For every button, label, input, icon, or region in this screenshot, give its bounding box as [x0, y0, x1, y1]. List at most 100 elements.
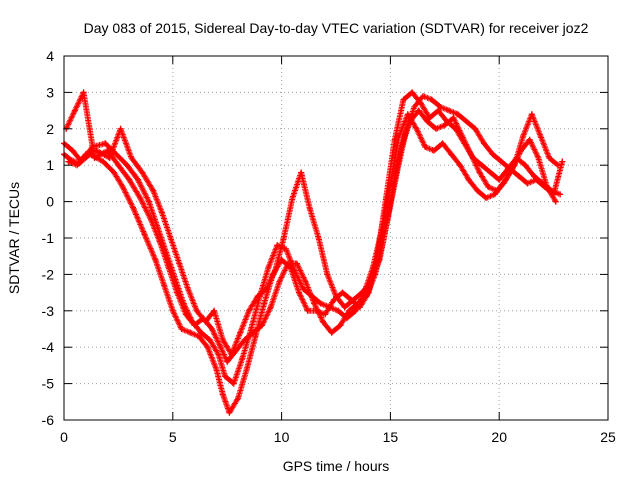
data-point: [522, 162, 529, 169]
data-point: [465, 176, 472, 183]
data-point: [550, 191, 557, 198]
data-point: [411, 103, 418, 110]
data-point: [393, 169, 400, 176]
data-point: [367, 278, 374, 285]
data-point: [531, 173, 538, 180]
data-point: [339, 289, 346, 296]
data-point: [102, 140, 109, 147]
data-point: [80, 89, 87, 96]
data-point: [472, 125, 479, 132]
data-point: [150, 187, 157, 194]
data-point: [448, 151, 455, 158]
marker-trail: [61, 111, 559, 387]
data-point: [261, 300, 268, 307]
data-point: [250, 329, 257, 336]
x-tick-label: 20: [491, 429, 507, 445]
data-point: [422, 144, 429, 150]
data-point: [433, 125, 440, 132]
marker-trail: [63, 89, 561, 365]
data-point: [124, 162, 131, 169]
data-point: [463, 118, 470, 125]
data-point: [211, 307, 218, 314]
data-point: [324, 271, 331, 278]
series-track-1: [61, 89, 564, 416]
data-point: [219, 336, 226, 343]
data-point: [195, 333, 202, 340]
data-point: [319, 318, 326, 325]
data-point: [396, 133, 403, 140]
data-point: [219, 391, 226, 398]
data-point: [400, 96, 407, 103]
data-point: [202, 318, 209, 325]
x-tick-label: 5: [169, 429, 177, 445]
data-point: [489, 151, 496, 158]
data-point: [141, 231, 148, 238]
data-point: [276, 278, 283, 285]
x-tick-label: 25: [600, 429, 616, 445]
data-point: [165, 264, 172, 271]
data-point: [130, 205, 137, 212]
data-point: [337, 322, 344, 329]
data-point: [402, 129, 409, 136]
data-point: [206, 336, 213, 343]
data-point: [65, 158, 72, 165]
data-point: [285, 260, 292, 267]
data-point: [330, 296, 337, 303]
data-point: [187, 329, 194, 336]
data-point: [161, 282, 168, 289]
data-point: [415, 107, 422, 114]
data-point: [483, 194, 490, 201]
data-point: [115, 162, 122, 169]
data-point: [193, 307, 200, 314]
data-point: [346, 307, 353, 314]
data-point: [491, 191, 498, 198]
data-point: [263, 285, 270, 292]
data-point: [376, 256, 383, 263]
data-point: [546, 154, 553, 161]
data-point: [409, 89, 416, 96]
data-point: [420, 93, 427, 100]
data-point: [300, 285, 307, 292]
data-point: [185, 285, 192, 292]
data-point: [306, 205, 313, 212]
data-point: [328, 329, 335, 336]
data-point: [134, 176, 141, 183]
y-tick-label: -1: [42, 230, 55, 246]
x-tick-label: 15: [383, 429, 399, 445]
data-point: [528, 111, 535, 118]
data-point: [502, 176, 509, 183]
data-point: [126, 176, 133, 183]
data-point: [428, 96, 435, 103]
data-point: [113, 151, 120, 158]
data-point: [208, 326, 215, 332]
data-point: [476, 169, 483, 176]
data-point: [100, 158, 107, 165]
y-tick-label: -4: [42, 339, 55, 355]
series-track-3: [63, 89, 561, 365]
data-point: [191, 322, 198, 329]
data-point: [248, 326, 255, 332]
data-point: [204, 344, 211, 351]
data-point: [217, 344, 224, 351]
data-point: [156, 238, 163, 245]
data-point: [317, 300, 324, 307]
data-point: [106, 154, 113, 161]
data-point: [237, 329, 244, 336]
data-point: [241, 336, 248, 343]
data-point: [272, 267, 279, 274]
data-point: [178, 326, 185, 332]
data-point: [239, 355, 246, 362]
data-point: [326, 304, 333, 311]
y-tick-label: 2: [46, 121, 54, 137]
data-point: [311, 300, 318, 307]
data-point: [226, 409, 233, 416]
y-tick-label: -3: [42, 303, 55, 319]
data-point: [426, 114, 433, 121]
data-point: [235, 395, 242, 402]
data-point: [467, 151, 474, 158]
data-point: [474, 187, 481, 194]
data-point: [535, 154, 542, 161]
data-point: [117, 125, 124, 132]
data-point: [315, 235, 322, 241]
data-point: [282, 245, 289, 252]
